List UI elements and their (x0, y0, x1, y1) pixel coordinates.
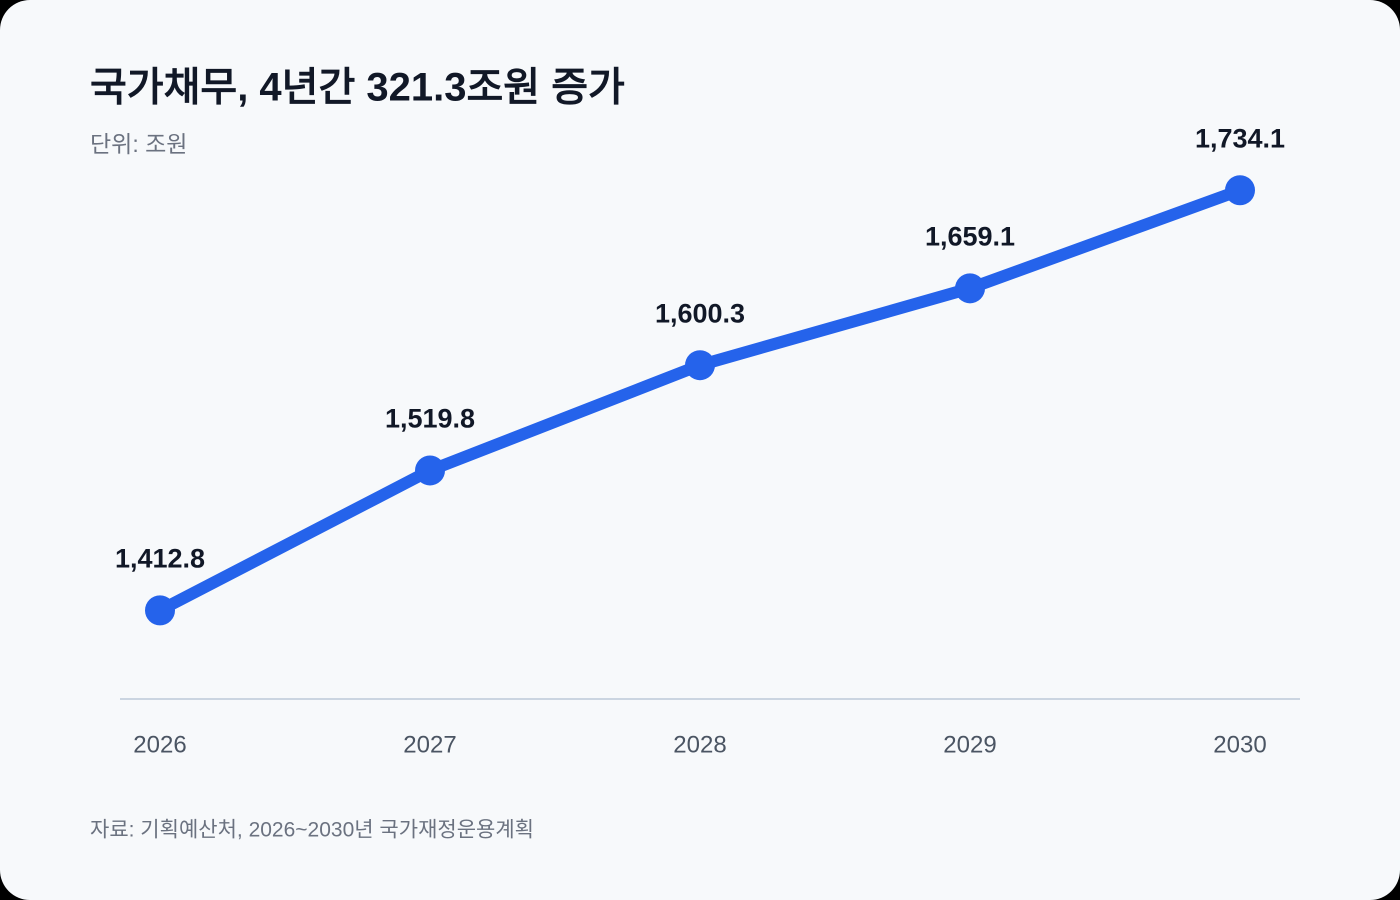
value-label: 1,519.8 (385, 404, 475, 434)
value-label: 1,600.3 (655, 298, 745, 328)
x-tick-label: 2030 (1213, 731, 1266, 758)
point (685, 350, 715, 381)
chart-title: 국가채무, 4년간 321.3조원 증가 (90, 66, 625, 110)
chart-subtitle: 단위: 조원 (90, 131, 187, 157)
point (145, 595, 175, 626)
point (1225, 175, 1255, 206)
x-tick-label: 2026 (133, 731, 186, 758)
x-tick-label: 2027 (403, 731, 456, 758)
x-tick-label: 2028 (673, 731, 726, 758)
source-note: 자료: 기획예산처, 2026~2030년 국가재정운용계획 (90, 819, 534, 842)
x-tick-label: 2029 (943, 731, 996, 758)
point (955, 273, 985, 304)
value-label: 1,659.1 (925, 221, 1015, 251)
value-label: 1,734.1 (1195, 123, 1285, 153)
value-label: 1,412.8 (115, 543, 205, 573)
point (415, 455, 445, 486)
